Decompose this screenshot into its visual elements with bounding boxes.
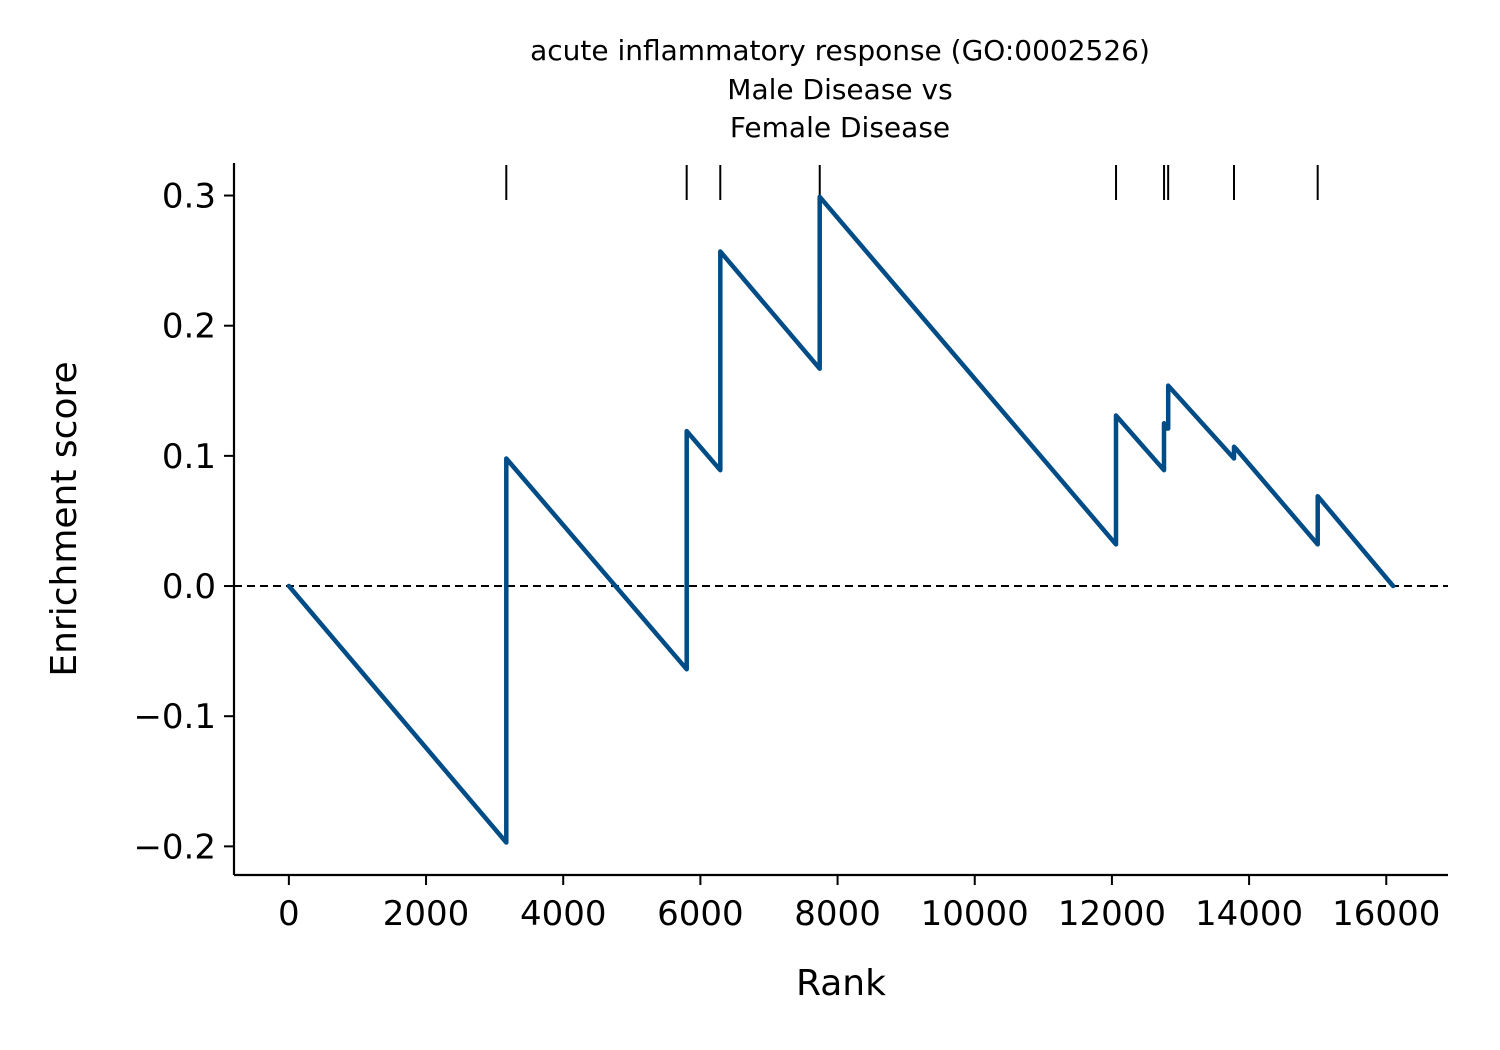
chart-title-line: Male Disease vs [727, 73, 952, 106]
y-tick-label: −0.2 [133, 827, 216, 867]
x-axis-label: Rank [796, 963, 886, 1004]
series-group [286, 194, 1396, 845]
y-tick-label: 0.1 [162, 437, 216, 477]
y-tick-label: 0.3 [162, 177, 216, 217]
y-tick-label: −0.1 [133, 697, 216, 737]
x-tick-label: 14000 [1195, 894, 1303, 934]
axis-labels: Rank Enrichment score [44, 361, 886, 1004]
x-tick-label: 0 [278, 894, 300, 934]
y-tick-label: 0.0 [162, 567, 216, 607]
x-tick-label: 8000 [794, 894, 881, 934]
enrichment-score-line [286, 194, 1396, 845]
x-tick-label: 12000 [1058, 894, 1166, 934]
y-tick-label: 0.2 [162, 307, 216, 347]
x-tick-label: 16000 [1332, 894, 1440, 934]
x-tick-label: 4000 [520, 894, 607, 934]
chart-title-line: Female Disease [730, 111, 950, 144]
x-tick-label: 6000 [657, 894, 744, 934]
y-axis-label: Enrichment score [44, 361, 85, 676]
x-tick-label: 10000 [921, 894, 1029, 934]
chart-title: acute inflammatory response (GO:0002526)… [530, 34, 1150, 144]
chart-title-line: acute inflammatory response (GO:0002526) [530, 34, 1150, 67]
x-tick-label: 2000 [383, 894, 470, 934]
hit-tick-group [505, 165, 1319, 200]
axes: 0 2000 4000 6000 8000 10000 12000 14000 16000 −0.… [133, 163, 1448, 934]
